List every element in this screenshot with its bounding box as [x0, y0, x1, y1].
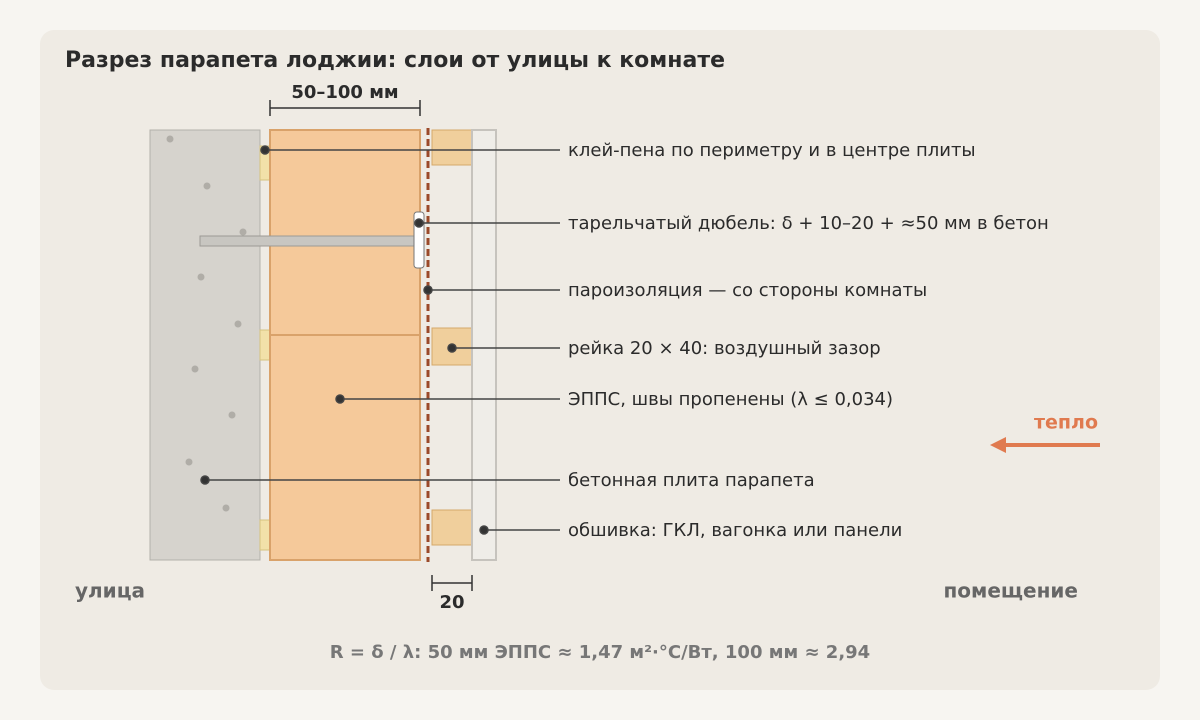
- eps-board: [269, 334, 421, 561]
- callout-label: обшивка: ГКЛ, вагонка или панели: [568, 520, 902, 541]
- sheathing: [471, 129, 497, 561]
- dowel-rod: [199, 235, 419, 247]
- heat-label: тепло: [1034, 412, 1098, 434]
- callout-label: пароизоляция — со стороны комнаты: [568, 280, 927, 301]
- callout-label: тарельчатый дюбель: δ + 10–20 + ≈50 мм в…: [568, 213, 1049, 234]
- leaders: [200, 145, 560, 535]
- side-label: улица: [75, 579, 145, 603]
- battens: [431, 129, 473, 546]
- dimension-label: 50–100 мм: [291, 82, 398, 103]
- callout-label: рейка 20 × 40: воздушный зазор: [568, 338, 881, 359]
- formula: R = δ / λ: 50 мм ЭППС ≈ 1,47 м²·°C/Вт, 1…: [330, 642, 870, 663]
- callout-label: клей-пена по периметру и в центре плиты: [568, 140, 976, 161]
- concrete-slab: [149, 129, 261, 561]
- heat-arrow-head: [990, 437, 1006, 453]
- dimension-bottom: [431, 575, 473, 591]
- side-label: помещение: [943, 579, 1078, 603]
- aggregate: [166, 135, 247, 512]
- eps-board: [269, 129, 421, 336]
- callout-label: ЭППС, швы пропенены (λ ≤ 0,034): [568, 389, 893, 410]
- title: Разрез парапета лоджии: слои от улицы к …: [65, 48, 725, 73]
- callout-label: бетонная плита парапета: [568, 470, 815, 491]
- dimension-label: 20: [439, 592, 464, 613]
- dimension-top: [269, 100, 421, 116]
